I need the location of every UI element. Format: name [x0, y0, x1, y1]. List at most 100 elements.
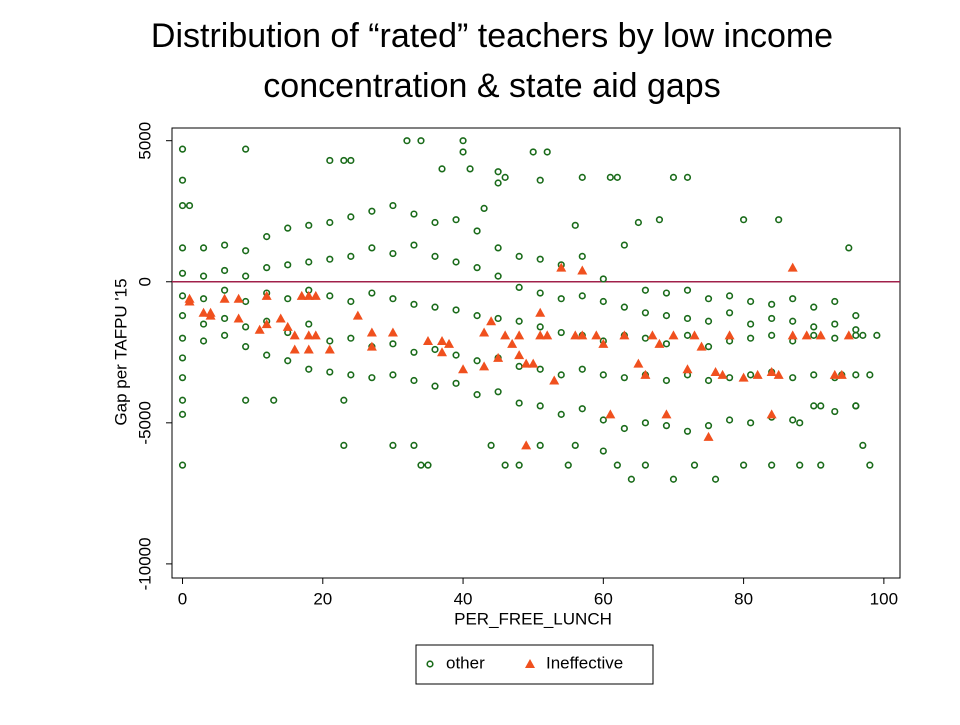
- marker-triangle: [577, 330, 588, 340]
- marker-circle: [536, 441, 544, 449]
- marker-circle: [417, 461, 425, 469]
- marker-circle: [810, 323, 818, 331]
- marker-circle: [817, 402, 825, 410]
- marker-circle: [768, 314, 776, 323]
- y-axis-title: Gap per TAFPU '15: [111, 278, 130, 425]
- y-tick-label: 5000: [135, 122, 154, 160]
- marker-circle: [242, 247, 250, 255]
- marker-triangle: [710, 367, 721, 377]
- marker-circle: [431, 218, 439, 227]
- marker-circle: [459, 148, 467, 156]
- marker-circle: [368, 289, 376, 297]
- marker-triangle: [535, 307, 546, 317]
- marker-triangle: [184, 296, 195, 306]
- marker-circle: [571, 221, 579, 229]
- marker-circle: [725, 292, 734, 300]
- marker-circle: [263, 233, 271, 241]
- marker-circle: [221, 331, 229, 339]
- marker-triangle: [289, 344, 300, 354]
- marker-circle: [368, 207, 376, 215]
- marker-circle: [739, 216, 748, 224]
- marker-triangle: [668, 330, 679, 340]
- marker-circle: [199, 320, 208, 328]
- marker-circle: [859, 331, 867, 339]
- marker-triangle: [766, 409, 777, 419]
- marker-circle: [852, 312, 860, 320]
- marker-circle: [242, 343, 250, 351]
- marker-circle: [578, 252, 586, 260]
- legend-label: Ineffective: [546, 653, 623, 672]
- marker-circle: [599, 371, 607, 379]
- marker-circle: [690, 461, 699, 469]
- marker-circle: [473, 357, 481, 365]
- marker-triangle: [324, 344, 335, 354]
- marker-circle: [340, 156, 348, 165]
- marker-circle: [473, 264, 481, 272]
- marker-circle: [284, 295, 292, 303]
- marker-triangle: [724, 330, 735, 340]
- marker-triangle: [521, 440, 532, 450]
- marker-circle: [768, 331, 776, 339]
- marker-triangle: [717, 369, 728, 379]
- plot-frame: [171, 127, 901, 579]
- marker-circle: [852, 402, 860, 410]
- marker-circle: [389, 441, 397, 449]
- marker-circle: [340, 396, 348, 404]
- marker-triangle: [556, 262, 567, 272]
- marker-triangle: [577, 265, 588, 275]
- marker-triangle: [486, 316, 497, 326]
- marker-triangle: [352, 310, 363, 320]
- marker-circle: [326, 156, 334, 165]
- marker-circle: [389, 201, 397, 210]
- marker-circle: [529, 148, 537, 156]
- marker-triangle: [437, 336, 448, 346]
- marker-circle: [747, 371, 755, 379]
- marker-circle: [634, 218, 642, 227]
- marker-triangle: [661, 409, 672, 419]
- y-tick-label: -5000: [135, 401, 154, 444]
- marker-circle: [459, 137, 467, 145]
- marker-circle: [571, 441, 579, 449]
- marker-triangle: [549, 375, 560, 385]
- marker-circle: [221, 241, 229, 249]
- marker-circle: [480, 204, 488, 213]
- marker-circle: [789, 295, 797, 303]
- marker-circle: [178, 201, 187, 210]
- marker-circle: [410, 241, 418, 249]
- marker-circle: [494, 314, 502, 323]
- chart-title: concentration & state aid gaps: [263, 67, 720, 105]
- marker-triangle: [493, 352, 504, 362]
- marker-triangle: [843, 330, 854, 340]
- marker-triangle: [219, 293, 230, 303]
- marker-triangle: [233, 293, 244, 303]
- marker-circle: [796, 461, 804, 469]
- marker-circle: [185, 201, 194, 210]
- marker-triangle: [801, 330, 812, 340]
- marker-triangle: [521, 358, 532, 368]
- marker-triangle: [254, 324, 265, 334]
- marker-triangle: [647, 330, 658, 340]
- legend: other Ineffective: [415, 644, 654, 685]
- marker-triangle: [296, 290, 307, 300]
- marker-circle: [452, 379, 460, 387]
- marker-circle: [599, 447, 607, 455]
- marker-circle: [852, 326, 860, 334]
- marker-circle: [178, 334, 187, 342]
- marker-circle: [326, 218, 334, 227]
- marker-triangle: [654, 338, 665, 348]
- marker-triangle: [525, 659, 535, 668]
- marker-circle: [178, 374, 187, 382]
- marker-circle: [852, 371, 860, 379]
- marker-circle: [704, 343, 713, 351]
- marker-triangle: [303, 330, 314, 340]
- marker-triangle: [422, 336, 433, 346]
- marker-circle: [389, 340, 397, 348]
- marker-triangle: [591, 330, 602, 340]
- x-tick-label: 80: [734, 589, 753, 608]
- marker-triangle: [282, 321, 293, 331]
- marker-circle: [487, 441, 495, 449]
- marker-circle: [284, 224, 292, 232]
- marker-circle: [199, 337, 208, 345]
- marker-circle: [557, 328, 565, 337]
